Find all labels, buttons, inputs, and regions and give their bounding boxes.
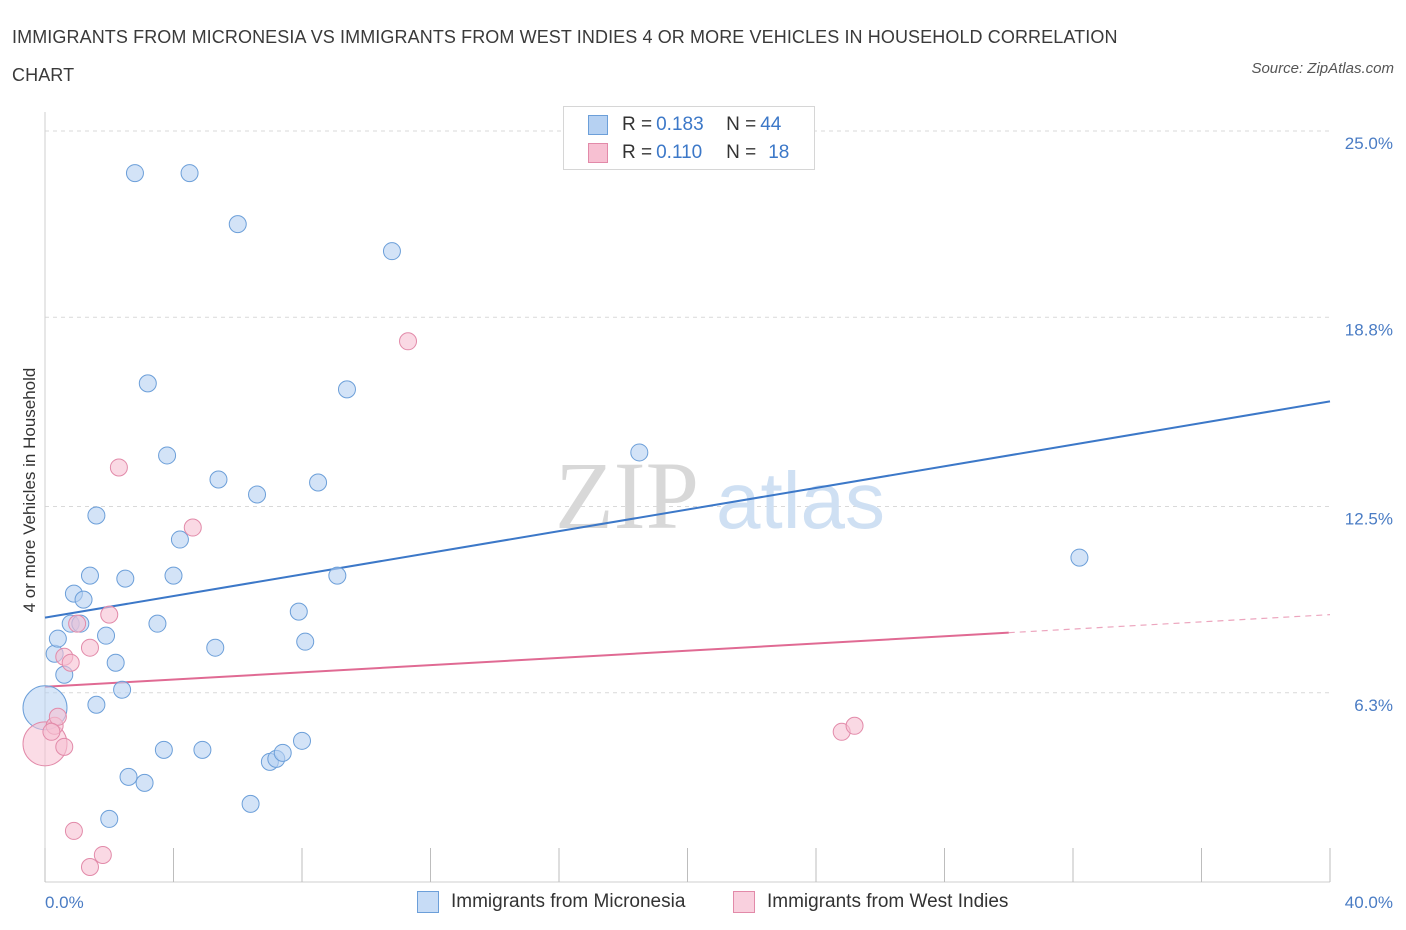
point-micronesia <box>97 626 116 645</box>
point-micronesia <box>125 164 144 183</box>
point-west-indies <box>183 518 202 537</box>
point-micronesia <box>87 506 106 525</box>
trend-line-micronesia <box>44 400 1331 619</box>
y-axis-label: 4 or more Vehicles in Household <box>20 368 39 613</box>
point-micronesia <box>87 695 106 714</box>
point-micronesia <box>241 794 260 813</box>
bottom-legend-swatch-blue <box>417 891 439 913</box>
y-tick-label: 6.3% <box>1354 696 1393 715</box>
data-points <box>22 164 1089 876</box>
point-west-indies <box>399 332 418 351</box>
point-west-indies <box>80 638 99 657</box>
legend-n-value: 18 <box>768 142 790 163</box>
point-west-indies <box>68 614 87 633</box>
point-micronesia <box>289 602 308 621</box>
point-micronesia <box>154 740 173 759</box>
point-micronesia <box>119 767 138 786</box>
point-west-indies <box>55 737 74 756</box>
legend: R = 0.183 N = 44 R = 0.110 N = 18 <box>563 106 815 170</box>
point-micronesia <box>228 215 247 234</box>
point-micronesia <box>116 569 135 588</box>
bottom-legend-label: Immigrants from Micronesia <box>451 891 686 912</box>
point-micronesia <box>209 470 228 489</box>
bottom-legend-label: Immigrants from West Indies <box>767 891 1009 912</box>
bottom-legend-swatch-pink <box>733 891 755 913</box>
legend-n-value: 44 <box>760 114 782 135</box>
point-micronesia <box>296 632 315 651</box>
point-west-indies <box>48 707 67 726</box>
point-micronesia <box>382 242 401 261</box>
y-tick-label: 12.5% <box>1345 510 1393 529</box>
x-tick-label: 0.0% <box>45 893 84 912</box>
point-west-indies <box>845 716 864 735</box>
tick-labels: 6.3% 12.5% 18.8% 25.0% 0.0% 40.0% <box>45 134 1393 912</box>
point-west-indies <box>100 605 119 624</box>
point-west-indies <box>61 653 80 672</box>
point-west-indies <box>109 458 128 477</box>
point-micronesia <box>273 743 292 762</box>
point-micronesia <box>630 443 649 462</box>
legend-row-west-indies: R = 0.110 N = 18 <box>588 141 789 165</box>
point-micronesia <box>158 446 177 465</box>
point-west-indies <box>42 722 61 741</box>
point-micronesia <box>100 809 119 828</box>
point-west-indies <box>80 857 99 876</box>
legend-swatch-blue <box>588 115 608 135</box>
point-micronesia <box>337 380 356 399</box>
point-micronesia <box>170 530 189 549</box>
point-micronesia <box>180 164 199 183</box>
point-micronesia <box>74 590 93 609</box>
bottom-legend-micronesia: Immigrants from Micronesia <box>417 889 685 915</box>
trend-line-west-indies <box>44 631 1009 688</box>
chart-title: IMMIGRANTS FROM MICRONESIA VS IMMIGRANTS… <box>12 27 1118 85</box>
point-micronesia <box>248 485 267 504</box>
legend-n-label: N = <box>726 142 757 163</box>
point-west-indies <box>64 821 83 840</box>
point-micronesia <box>80 566 99 585</box>
source-label: Source: ZipAtlas.com <box>1251 60 1394 77</box>
legend-row-micronesia: R = 0.183 N = 44 <box>588 113 781 137</box>
point-micronesia <box>48 629 67 648</box>
point-micronesia <box>193 740 212 759</box>
legend-r-label: R = <box>622 142 653 163</box>
point-micronesia <box>135 773 154 792</box>
point-micronesia <box>106 653 125 672</box>
y-tick-label: 25.0% <box>1345 134 1393 153</box>
legend-r-label: R = <box>622 114 653 135</box>
point-micronesia <box>164 566 183 585</box>
point-micronesia <box>328 566 347 585</box>
watermark-zip: ZIP <box>555 442 699 549</box>
point-micronesia <box>148 614 167 633</box>
point-micronesia <box>1070 548 1089 567</box>
legend-r-value: 0.110 <box>656 142 703 163</box>
trend-lines <box>44 400 1331 688</box>
trend-line-dashed <box>1008 614 1331 634</box>
point-micronesia <box>293 731 311 750</box>
legend-swatch-pink <box>588 143 608 163</box>
legend-n-label: N = <box>726 114 757 135</box>
bottom-legend-west-indies: Immigrants from West Indies <box>733 889 1008 915</box>
point-micronesia <box>309 473 328 492</box>
y-tick-label: 18.8% <box>1345 320 1393 339</box>
x-tick-label: 40.0% <box>1345 893 1393 912</box>
point-west-indies <box>93 845 112 864</box>
point-micronesia <box>138 374 157 393</box>
point-micronesia <box>206 638 225 657</box>
point-micronesia <box>113 680 132 699</box>
legend-r-value: 0.183 <box>656 114 704 135</box>
